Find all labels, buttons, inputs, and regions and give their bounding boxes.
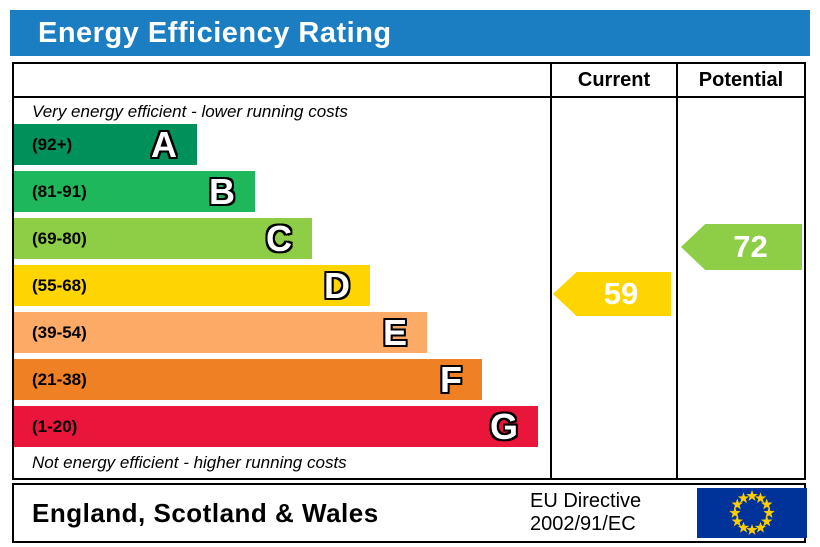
potential-rating-arrow: 72 bbox=[681, 224, 802, 270]
band-c-letter: C bbox=[266, 217, 292, 259]
band-b: (81-91) B bbox=[14, 171, 255, 212]
band-d: (55-68) D bbox=[14, 265, 370, 306]
band-g: (1-20) G bbox=[14, 406, 538, 447]
eu-directive-line1: EU Directive bbox=[530, 490, 642, 512]
band-e: (39-54) E bbox=[14, 312, 427, 353]
band-f-letter: F bbox=[440, 358, 462, 400]
current-rating-arrow: 59 bbox=[553, 272, 671, 316]
band-e-letter: E bbox=[382, 311, 407, 353]
potential-column-header: Potential bbox=[698, 69, 784, 91]
band-f-range: (21-38) bbox=[32, 369, 87, 389]
title-bar: Energy Efficiency Rating bbox=[10, 10, 810, 56]
current-column-header: Current bbox=[577, 69, 651, 91]
band-e-range: (39-54) bbox=[32, 322, 87, 342]
band-a: (92+) A bbox=[14, 124, 197, 165]
current-column-divider bbox=[550, 64, 552, 478]
band-c-range: (69-80) bbox=[32, 228, 87, 248]
band-g-range: (1-20) bbox=[32, 416, 78, 436]
caption-efficient: Very energy efficient - lower running co… bbox=[32, 102, 348, 121]
band-d-letter: D bbox=[324, 264, 350, 306]
eu-directive-line2: 2002/91/EC bbox=[530, 513, 636, 535]
page-title: Energy Efficiency Rating bbox=[38, 16, 392, 49]
band-b-range: (81-91) bbox=[32, 181, 87, 201]
header-divider bbox=[14, 96, 804, 98]
band-g-letter: G bbox=[489, 405, 518, 447]
rating-table: Current Potential Very energy efficient … bbox=[12, 62, 806, 480]
potential-rating-value: 72 bbox=[733, 229, 768, 264]
band-a-range: (92+) bbox=[32, 134, 73, 154]
eu-flag-icon bbox=[697, 488, 807, 538]
current-rating-value: 59 bbox=[603, 276, 639, 311]
band-b-letter: B bbox=[209, 170, 235, 212]
caption-not-efficient: Not energy efficient - higher running co… bbox=[32, 453, 347, 472]
band-f: (21-38) F bbox=[14, 359, 482, 400]
band-d-range: (55-68) bbox=[32, 275, 87, 295]
footer-bar: England, Scotland & Wales EU Directive 2… bbox=[12, 483, 807, 543]
band-c: (69-80) C bbox=[14, 218, 312, 259]
eu-directive-label: EU Directive 2002/91/EC bbox=[530, 490, 641, 536]
potential-column-divider bbox=[676, 64, 678, 478]
region-label: England, Scotland & Wales bbox=[32, 498, 379, 528]
band-a-letter: A bbox=[151, 123, 177, 165]
